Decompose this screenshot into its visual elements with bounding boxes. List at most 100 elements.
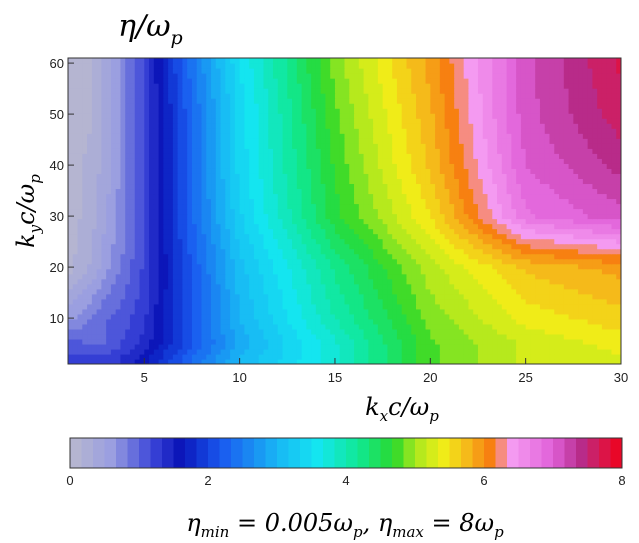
heatmap-cell: [163, 323, 169, 330]
heatmap-cell: [401, 208, 408, 215]
heatmap-cell: [215, 338, 222, 345]
heatmap-cell: [449, 153, 455, 159]
heatmap-cell: [554, 183, 560, 190]
heatmap-cell: [110, 203, 117, 210]
heatmap-cell: [420, 258, 427, 265]
heatmap-cell: [163, 173, 169, 179]
heatmap-cell: [334, 313, 341, 320]
heatmap-cell: [382, 308, 389, 315]
heatmap-cell: [549, 343, 555, 350]
heatmap-cell: [282, 158, 288, 164]
heatmap-cell: [611, 163, 617, 169]
heatmap-cell: [373, 183, 379, 190]
heatmap-cell: [549, 198, 555, 205]
heatmap-cell: [153, 273, 160, 280]
heatmap-cell: [506, 183, 512, 190]
heatmap-cell: [182, 338, 188, 345]
heatmap-cell: [239, 233, 245, 240]
heatmap-cell: [172, 338, 179, 345]
heatmap-cell: [306, 283, 312, 290]
heatmap-cell: [292, 288, 298, 295]
heatmap-cell: [582, 188, 589, 195]
heatmap-cell: [468, 238, 474, 245]
heatmap-cell: [396, 358, 403, 364]
heatmap-cell: [325, 188, 331, 195]
heatmap-cell: [382, 258, 389, 265]
heatmap-cell: [392, 343, 398, 350]
heatmap-cell: [587, 148, 593, 154]
heatmap-cell: [382, 348, 389, 355]
heatmap-cell: [120, 298, 126, 305]
heatmap-cell: [611, 313, 617, 320]
heatmap-cell: [239, 353, 245, 360]
heatmap-cell: [506, 173, 512, 179]
heatmap-cell: [330, 333, 336, 340]
heatmap-cell: [301, 258, 307, 265]
heatmap-cell: [125, 328, 131, 335]
heatmap-cell: [530, 308, 536, 315]
heatmap-cell: [134, 283, 141, 290]
heatmap-cell: [530, 263, 536, 270]
heatmap-cell: [530, 233, 536, 240]
heatmap-cell: [525, 283, 532, 290]
heatmap-cell: [115, 198, 122, 205]
heatmap-cell: [549, 148, 555, 154]
heatmap-cell: [325, 203, 331, 210]
heatmap-cell: [611, 238, 617, 245]
heatmap-cell: [454, 163, 460, 169]
heatmap-cell: [201, 178, 207, 185]
heatmap-cell: [72, 273, 79, 280]
heatmap-cell: [444, 303, 450, 310]
heatmap-cell: [206, 298, 212, 305]
heatmap-cell: [463, 163, 470, 169]
heatmap-cell: [573, 168, 579, 174]
heatmap-cell: [220, 148, 226, 154]
heatmap-cell: [587, 193, 593, 200]
heatmap-cell: [301, 188, 307, 195]
heatmap-cell: [454, 243, 460, 250]
heatmap-cell: [597, 198, 603, 205]
heatmap-cell: [325, 298, 331, 305]
heatmap-cell: [301, 268, 307, 275]
heatmap-cell: [549, 273, 555, 280]
heatmap-cell: [582, 193, 589, 200]
heatmap-cell: [115, 303, 122, 310]
heatmap-cell: [539, 173, 546, 179]
heatmap-cell: [230, 158, 236, 164]
heatmap-cell: [110, 228, 117, 235]
heatmap-cell: [439, 213, 446, 220]
heatmap-cell: [416, 358, 422, 364]
heatmap-cell: [520, 323, 527, 330]
heatmap-cell: [330, 313, 336, 320]
heatmap-cell: [211, 243, 217, 250]
heatmap-cell: [315, 218, 322, 225]
heatmap-cell: [616, 253, 621, 260]
heatmap-cell: [382, 303, 389, 310]
heatmap-cell: [182, 238, 188, 245]
heatmap-cell: [354, 203, 360, 210]
heatmap-cell: [91, 218, 98, 225]
heatmap-cell: [296, 193, 303, 200]
heatmap-cell: [401, 248, 408, 255]
heatmap-cell: [544, 303, 551, 310]
heatmap-cell: [525, 168, 532, 174]
heatmap-cell: [544, 223, 551, 230]
heatmap-cell: [430, 213, 436, 220]
heatmap-cell: [115, 193, 122, 200]
heatmap-cell: [468, 343, 474, 350]
heatmap-cell: [253, 243, 260, 250]
heatmap-cell: [325, 353, 331, 360]
heatmap-cell: [439, 348, 446, 355]
heatmap-cell: [411, 318, 417, 325]
heatmap-cell: [358, 338, 365, 345]
heatmap-cell: [435, 313, 441, 320]
heatmap-cell: [377, 338, 384, 345]
heatmap-cell: [377, 323, 384, 330]
heatmap-cell: [492, 198, 498, 205]
heatmap-cell: [187, 303, 193, 310]
heatmap-cell: [616, 173, 621, 179]
heatmap-cell: [563, 318, 570, 325]
heatmap-cell: [196, 178, 203, 185]
heatmap-cell: [211, 313, 217, 320]
heatmap-cell: [244, 183, 250, 190]
